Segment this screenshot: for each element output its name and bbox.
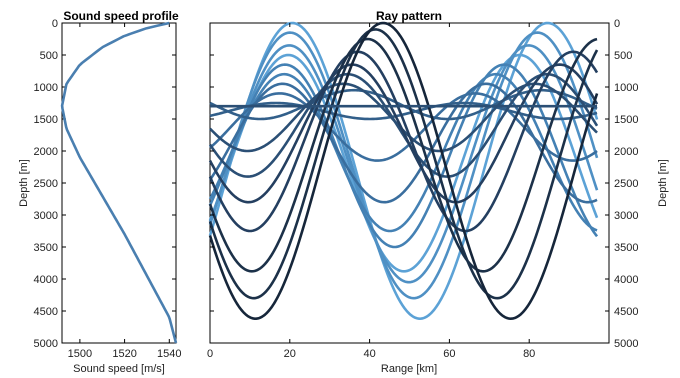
ray-pattern-y-tick-label: 0 bbox=[614, 18, 620, 30]
ray-path bbox=[208, 63, 599, 249]
ray-path bbox=[208, 50, 599, 233]
sound-speed-x-tick-label: 1540 bbox=[157, 348, 181, 360]
sound-speed-y-tick-label: 4500 bbox=[34, 306, 58, 318]
ray-pattern-x-tick-label: 60 bbox=[443, 348, 455, 360]
ray-pattern-y-tick-label: 4500 bbox=[614, 306, 638, 318]
ray-path bbox=[208, 28, 599, 300]
sound-speed-y-tick-label: 3500 bbox=[34, 242, 58, 254]
ray-pattern-y-tick-label: 1500 bbox=[614, 114, 638, 126]
sound-speed-panel: Sound speed profile 0 500 1000 1500 2000 2500… bbox=[18, 9, 182, 375]
sound-speed-y-tick-label: 3000 bbox=[34, 210, 58, 222]
sound-speed-x-ticks: 1500 1520 1540 bbox=[68, 23, 182, 360]
sound-speed-ylabel: Depth [m] bbox=[18, 159, 30, 207]
ray-pattern-y-tick-label: 5000 bbox=[614, 338, 638, 350]
ray-pattern-x-tick-label: 0 bbox=[207, 348, 213, 360]
ray-pattern-rays bbox=[208, 21, 599, 320]
sound-speed-y-tick-label: 500 bbox=[40, 50, 58, 62]
ray-pattern-ylabel: Depth [m] bbox=[657, 159, 669, 207]
ray-path bbox=[208, 44, 599, 284]
sound-speed-title: Sound speed profile bbox=[63, 9, 179, 23]
sound-speed-x-tick-label: 1520 bbox=[112, 348, 136, 360]
ray-path bbox=[208, 37, 598, 273]
ray-path bbox=[208, 53, 599, 273]
sound-speed-curve-group bbox=[60, 21, 178, 344]
sound-speed-y-tick-label: 2500 bbox=[34, 178, 58, 190]
ray-pattern-y-tick-label: 2000 bbox=[614, 146, 638, 158]
sound-speed-y-tick-label: 1500 bbox=[34, 114, 58, 126]
sound-speed-y-tick-label: 2000 bbox=[34, 146, 58, 158]
ray-pattern-y-tick-label: 500 bbox=[614, 50, 632, 62]
ray-pattern-y-tick-label: 2500 bbox=[614, 178, 638, 190]
ray-path bbox=[208, 63, 599, 204]
ray-path bbox=[208, 31, 599, 300]
ray-pattern-x-tick-label: 40 bbox=[363, 348, 375, 360]
sound-speed-y-tick-label: 0 bbox=[52, 18, 58, 30]
sound-speed-y-ticks: 0 500 1000 1500 2000 2500 3000 3500 4000 4500 5000 bbox=[34, 18, 176, 350]
ray-pattern-y-ticks: 0 500 1000 1500 2000 2500 3000 3500 4000 4500 5000 bbox=[210, 18, 638, 350]
ray-pattern-x-ticks: 0 20 40 60 80 bbox=[207, 23, 535, 360]
ray-pattern-y-tick-label: 1000 bbox=[614, 82, 638, 94]
ray-pattern-panel: Ray pattern 0 500 1000 1500 2000 2500 3000 3500… bbox=[207, 9, 669, 375]
ray-pattern-x-tick-label: 20 bbox=[284, 348, 296, 360]
ray-path bbox=[209, 92, 598, 162]
ray-pattern-x-tick-label: 80 bbox=[523, 348, 535, 360]
sound-speed-y-tick-label: 1000 bbox=[34, 82, 58, 94]
sound-speed-axes-frame bbox=[61, 22, 177, 344]
sound-speed-x-tick-label: 1500 bbox=[68, 348, 92, 360]
sound-speed-curve bbox=[60, 21, 178, 344]
ray-path bbox=[208, 72, 599, 178]
sound-speed-xlabel: Sound speed [m/s] bbox=[73, 363, 165, 375]
ray-pattern-y-tick-label: 3500 bbox=[614, 242, 638, 254]
ray-pattern-y-tick-label: 4000 bbox=[614, 274, 638, 286]
sound-speed-y-tick-label: 4000 bbox=[34, 274, 58, 286]
sound-speed-y-tick-label: 5000 bbox=[34, 338, 58, 350]
ray-path bbox=[209, 101, 598, 121]
ray-pattern-title: Ray pattern bbox=[376, 9, 442, 23]
ray-path bbox=[208, 21, 599, 320]
ray-pattern-y-tick-label: 3000 bbox=[614, 210, 638, 222]
ray-pattern-xlabel: Range [km] bbox=[381, 363, 437, 375]
